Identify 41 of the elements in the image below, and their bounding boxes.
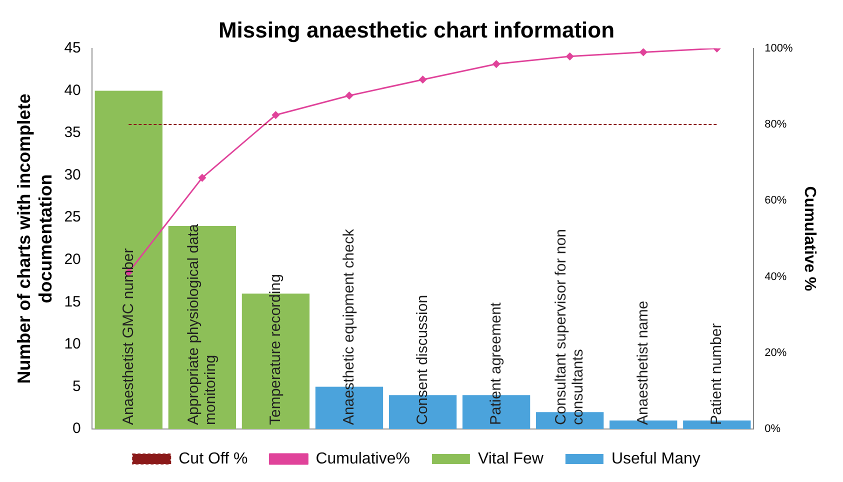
legend-label: Cumulative% bbox=[316, 450, 410, 468]
point bbox=[345, 92, 353, 100]
y2-tick-label: 60% bbox=[764, 194, 787, 207]
y2-tick-label: 80% bbox=[764, 118, 787, 131]
point bbox=[198, 174, 206, 182]
x-tick-label: Anaesthetic equipment check bbox=[340, 228, 358, 425]
y-axis-title: Number of charts with incomplete documentation bbox=[14, 94, 56, 384]
y-tick-label: 45 bbox=[64, 40, 81, 57]
y-tick-label: 0 bbox=[72, 420, 81, 438]
point bbox=[640, 48, 648, 56]
point bbox=[272, 111, 280, 119]
point bbox=[419, 76, 427, 84]
y2-tick-label: 20% bbox=[764, 346, 787, 359]
x-tick-label: Patient agreement bbox=[487, 302, 504, 425]
legend-label: Vital Few bbox=[478, 450, 544, 468]
y2-axis-title: Cumulative % bbox=[800, 186, 818, 292]
y-tick-label: 10 bbox=[64, 336, 81, 353]
y-tick-label: 35 bbox=[64, 124, 81, 142]
x-tick-label: Appropriate physiological data monitoring bbox=[184, 223, 219, 425]
x-tick-label: Patient number bbox=[708, 323, 726, 425]
y-tick-label: 20 bbox=[64, 250, 81, 268]
x-tick-label: Anaesthetist GMC number bbox=[120, 248, 137, 425]
chart-title: Missing anaesthetic chart information bbox=[218, 17, 615, 42]
x-tick-label: Consent discussion bbox=[414, 294, 431, 425]
x-tick-label: Consultant supervisor for non consultants bbox=[552, 229, 586, 425]
y-tick-label: 5 bbox=[72, 378, 81, 395]
point bbox=[492, 60, 500, 68]
legend-label: Cut Off % bbox=[178, 450, 248, 468]
y2-tick-label: 0% bbox=[764, 423, 781, 436]
y-tick-label: 25 bbox=[64, 208, 81, 226]
bar bbox=[94, 90, 162, 429]
y-tick-label: 15 bbox=[64, 293, 81, 310]
x-tick-label: Temperature recording bbox=[266, 274, 284, 425]
y-tick-label: 40 bbox=[64, 82, 81, 99]
bar bbox=[168, 226, 236, 429]
x-tick-label: Anaesthetist name bbox=[634, 300, 652, 425]
y-tick-label: 30 bbox=[64, 166, 81, 184]
y2-tick-label: 100% bbox=[764, 42, 794, 54]
legend-label: Useful Many bbox=[611, 450, 700, 468]
y2-tick-label: 40% bbox=[764, 270, 787, 283]
point bbox=[566, 52, 574, 60]
